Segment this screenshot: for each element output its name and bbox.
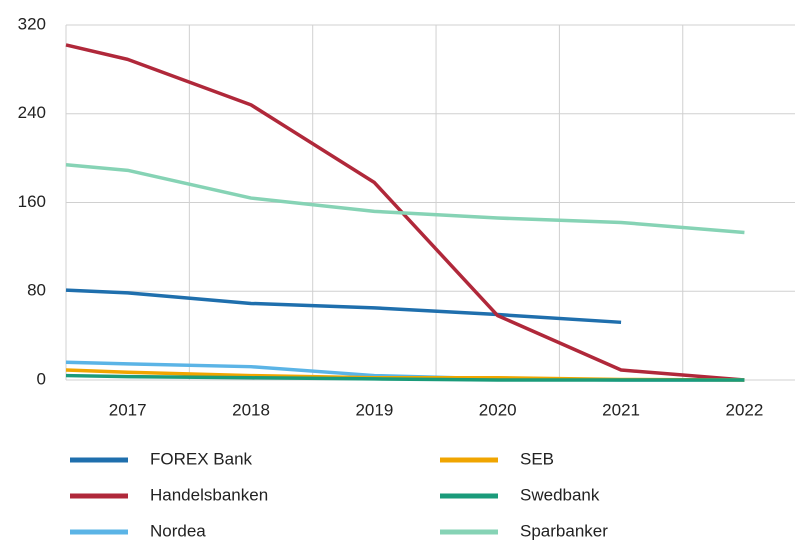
legend-label: Nordea [150, 521, 206, 540]
y-tick-label: 80 [27, 281, 46, 300]
x-tick-label: 2022 [726, 400, 764, 419]
y-tick-label: 160 [18, 192, 46, 211]
series-line [65, 43, 745, 382]
legend-label: SEB [520, 449, 554, 468]
x-tick-label: 2019 [355, 400, 393, 419]
x-tick-label: 2017 [109, 400, 147, 419]
series-line [65, 163, 745, 235]
x-tick-label: 2021 [602, 400, 640, 419]
x-tick-label: 2020 [479, 400, 517, 419]
legend-label: Sparbanker [520, 521, 608, 540]
series-line [65, 373, 745, 382]
y-tick-label: 320 [18, 14, 46, 33]
legend-label: Handelsbanken [150, 485, 268, 504]
series-line [65, 288, 622, 325]
y-tick-label: 0 [37, 369, 46, 388]
x-tick-label: 2018 [232, 400, 270, 419]
legend-label: FOREX Bank [150, 449, 253, 468]
legend-label: Swedbank [520, 485, 600, 504]
y-tick-label: 240 [18, 103, 46, 122]
